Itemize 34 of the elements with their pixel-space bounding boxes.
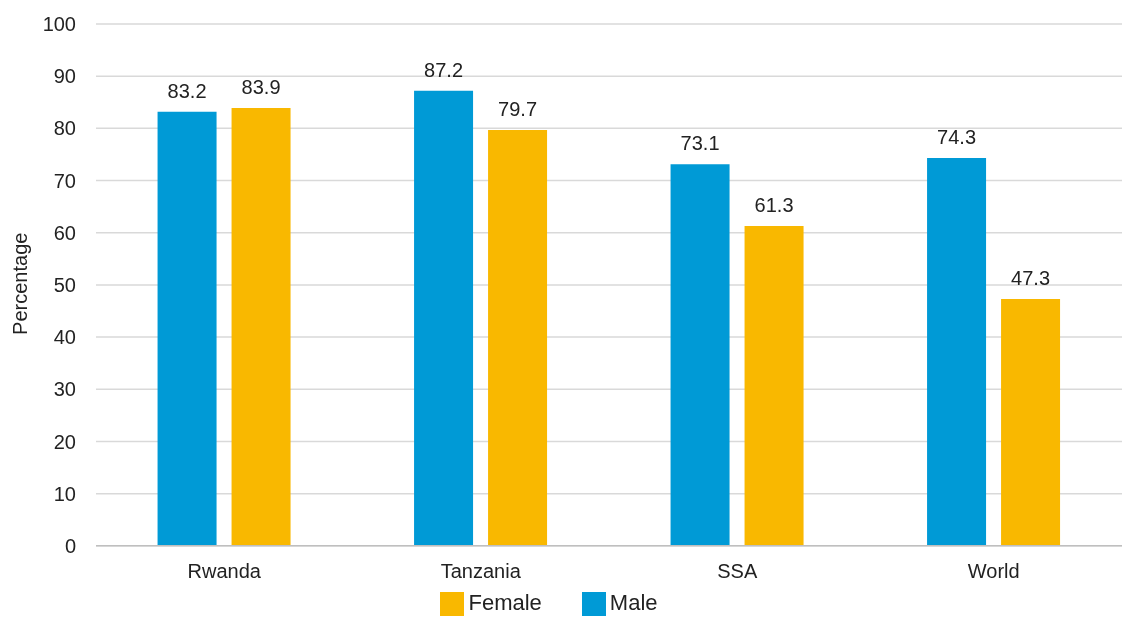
data-label: 47.3 [1011, 267, 1051, 289]
data-label: 83.2 [167, 79, 207, 102]
bar [231, 108, 291, 546]
data-label: 73.1 [680, 132, 720, 155]
y-tick-label: 20 [53, 430, 76, 453]
bar [157, 111, 217, 546]
legend-label: Female [468, 589, 542, 615]
y-tick-label: 60 [53, 221, 76, 244]
bar [927, 158, 987, 546]
y-axis-title: Percentage [9, 232, 32, 335]
data-label: 74.3 [937, 126, 977, 149]
x-tick-label: World [967, 560, 1020, 583]
x-tick-label: Rwanda [187, 560, 262, 583]
bar [488, 129, 548, 546]
bar [744, 225, 804, 546]
y-tick-label: 30 [53, 378, 76, 401]
y-tick-label: 0 [64, 534, 76, 557]
data-label: 79.7 [498, 97, 538, 120]
x-tick-label: SSA [717, 560, 758, 583]
data-label: 61.3 [754, 193, 794, 216]
bar [670, 164, 730, 546]
y-tick-label: 70 [53, 169, 76, 192]
y-tick-label: 90 [53, 65, 76, 88]
data-label: 87.2 [424, 58, 464, 81]
bar [414, 90, 474, 546]
x-tick-label: Tanzania [440, 560, 522, 583]
legend-label: Male [609, 589, 658, 615]
y-tick-label: 50 [53, 274, 76, 297]
y-tick-label: 100 [42, 13, 76, 36]
bar [1001, 299, 1061, 546]
y-tick-label: 80 [53, 117, 76, 140]
data-label: 83.9 [241, 76, 281, 99]
y-tick-label: 10 [53, 482, 76, 505]
y-tick-label: 40 [53, 326, 76, 349]
